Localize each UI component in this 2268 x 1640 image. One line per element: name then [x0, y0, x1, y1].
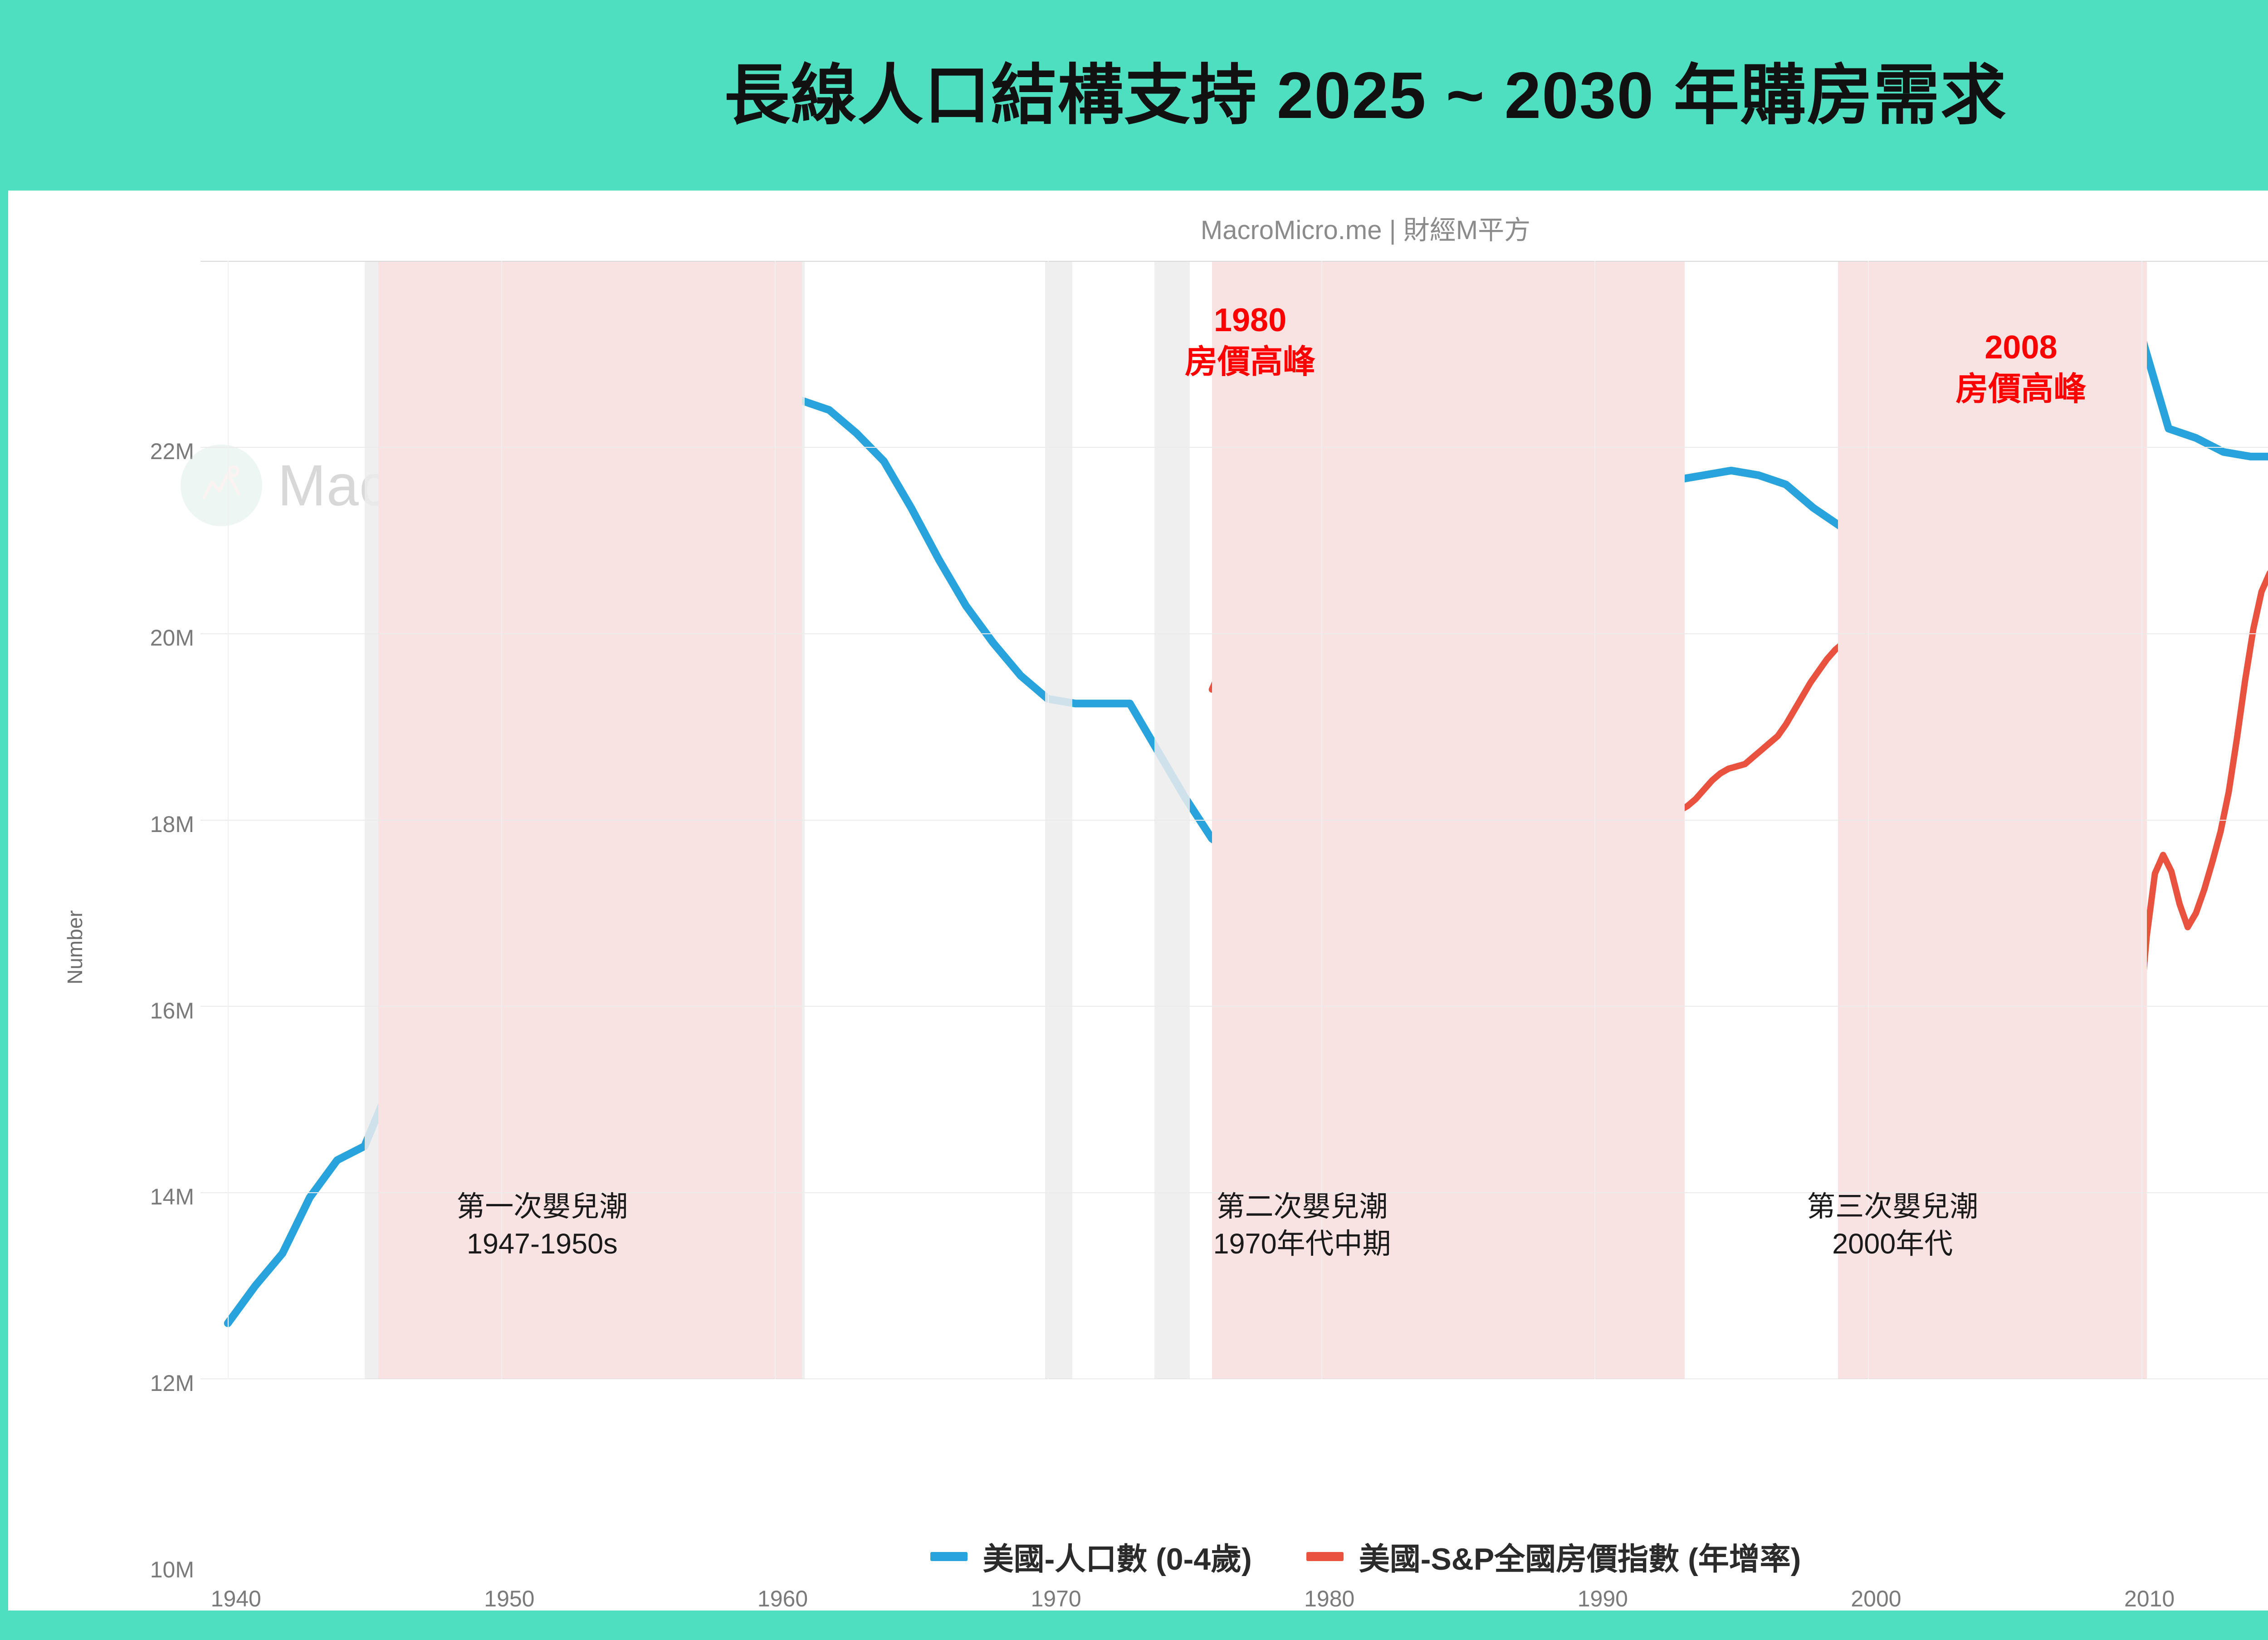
baby-boom-label-2: 第二次嬰兒潮 1970年代中期 [1213, 1189, 1391, 1263]
baby-boom-period-2: 1970年代中期 [1213, 1228, 1391, 1260]
x-tick-1990: 1990 [1577, 1586, 1628, 1611]
x-tick-2010: 2010 [2124, 1586, 2175, 1611]
peak-year-2008: 2008 [1984, 329, 2058, 366]
gridline-3 [200, 819, 2268, 821]
y-left-tick-18M: 18M [150, 811, 194, 837]
x-tick-1960: 1960 [757, 1586, 808, 1611]
y-axis-left-ticks: 10M 12M 14M 16M 18M 20M 22M [90, 439, 194, 1582]
x-tick-2000: 2000 [1851, 1586, 1901, 1611]
baby-boom-label-3: 第三次嬰兒潮 2000年代 [1807, 1189, 1978, 1263]
y-left-tick-12M: 12M [150, 1371, 194, 1396]
x-gridline-0 [228, 261, 229, 1379]
chart-subtitle: MacroMicro.me | 財經M平方 [1200, 215, 1531, 245]
gridline-6 [200, 261, 2268, 262]
baby-boom-label-1: 第一次嬰兒潮 1947-1950s [456, 1189, 628, 1263]
x-gridline-1 [501, 261, 502, 1379]
title-band: 長線人口結構支持 2025 ~ 2030 年購房需求 [0, 0, 2268, 191]
peak-annotation-2008: 2008 房價高峰 [1955, 327, 2086, 410]
peak-caption-2008: 房價高峰 [1955, 371, 2087, 408]
plot-clip [200, 261, 2268, 1379]
x-gridline-3 [1048, 261, 1049, 1379]
y-left-tick-14M: 14M [150, 1184, 194, 1210]
x-tick-1970: 1970 [1031, 1586, 1081, 1611]
chart-card: MacroMicro.me | 財經M平方 Number Percent 10M… [8, 191, 2268, 1611]
baby-boom-period-3: 2000年代 [1832, 1228, 1953, 1260]
baby-boom-title-1: 第一次嬰兒潮 [456, 1191, 628, 1223]
x-gridline-7 [2141, 261, 2142, 1379]
legend-label-hpi: 美國-S&P全國房價指數 (年增率) [1359, 1542, 1801, 1576]
peak-annotation-1980: 1980 房價高峰 [1185, 299, 1315, 383]
y-left-tick-20M: 20M [150, 625, 194, 651]
gridline-4 [200, 633, 2268, 634]
baby-boom-title-2: 第二次嬰兒潮 [1216, 1191, 1388, 1223]
x-gridline-6 [1867, 261, 1869, 1379]
gridline-1 [200, 1192, 2268, 1194]
x-tick-1980: 1980 [1304, 1586, 1355, 1611]
y-axis-left-title: Number [63, 910, 87, 984]
legend-item-hpi[interactable]: 美國-S&P全國房價指數 (年增率) [1306, 1534, 1801, 1579]
x-gridline-2 [774, 261, 776, 1379]
baby-boom-period-1: 1947-1950s [466, 1228, 618, 1260]
peak-caption-1980: 房價高峰 [1185, 344, 1316, 381]
y-left-tick-10M: 10M [150, 1557, 194, 1582]
chart-legend: 美國-人口數 (0-4歲) 美國-S&P全國房價指數 (年增率) [8, 1534, 2268, 1579]
x-gridline-5 [1594, 261, 1596, 1379]
x-gridline-4 [1321, 261, 1322, 1379]
gridline-2 [200, 1006, 2268, 1007]
plot-area: 1980 房價高峰 2008 房價高峰第一次嬰兒潮 1947-1950s 第二次嬰兒潮 19… [200, 261, 2268, 1379]
legend-swatch-population [930, 1552, 968, 1561]
gridline-5 [200, 446, 2268, 448]
y-left-tick-22M: 22M [150, 439, 194, 464]
legend-item-population[interactable]: 美國-人口數 (0-4歲) [930, 1534, 1252, 1579]
baby-boom-title-3: 第三次嬰兒潮 [1807, 1191, 1979, 1223]
page-title: 長線人口結構支持 2025 ~ 2030 年購房需求 [724, 58, 2007, 132]
peak-year-1980: 1980 [1213, 302, 1287, 338]
legend-swatch-hpi [1306, 1552, 1344, 1561]
y-left-tick-16M: 16M [150, 998, 194, 1023]
x-axis-ticks: 194019501960197019801990200020102020 [209, 1586, 2268, 1640]
legend-label-population: 美國-人口數 (0-4歲) [982, 1542, 1252, 1576]
x-tick-1950: 1950 [484, 1586, 535, 1611]
x-tick-1940: 1940 [210, 1586, 261, 1611]
